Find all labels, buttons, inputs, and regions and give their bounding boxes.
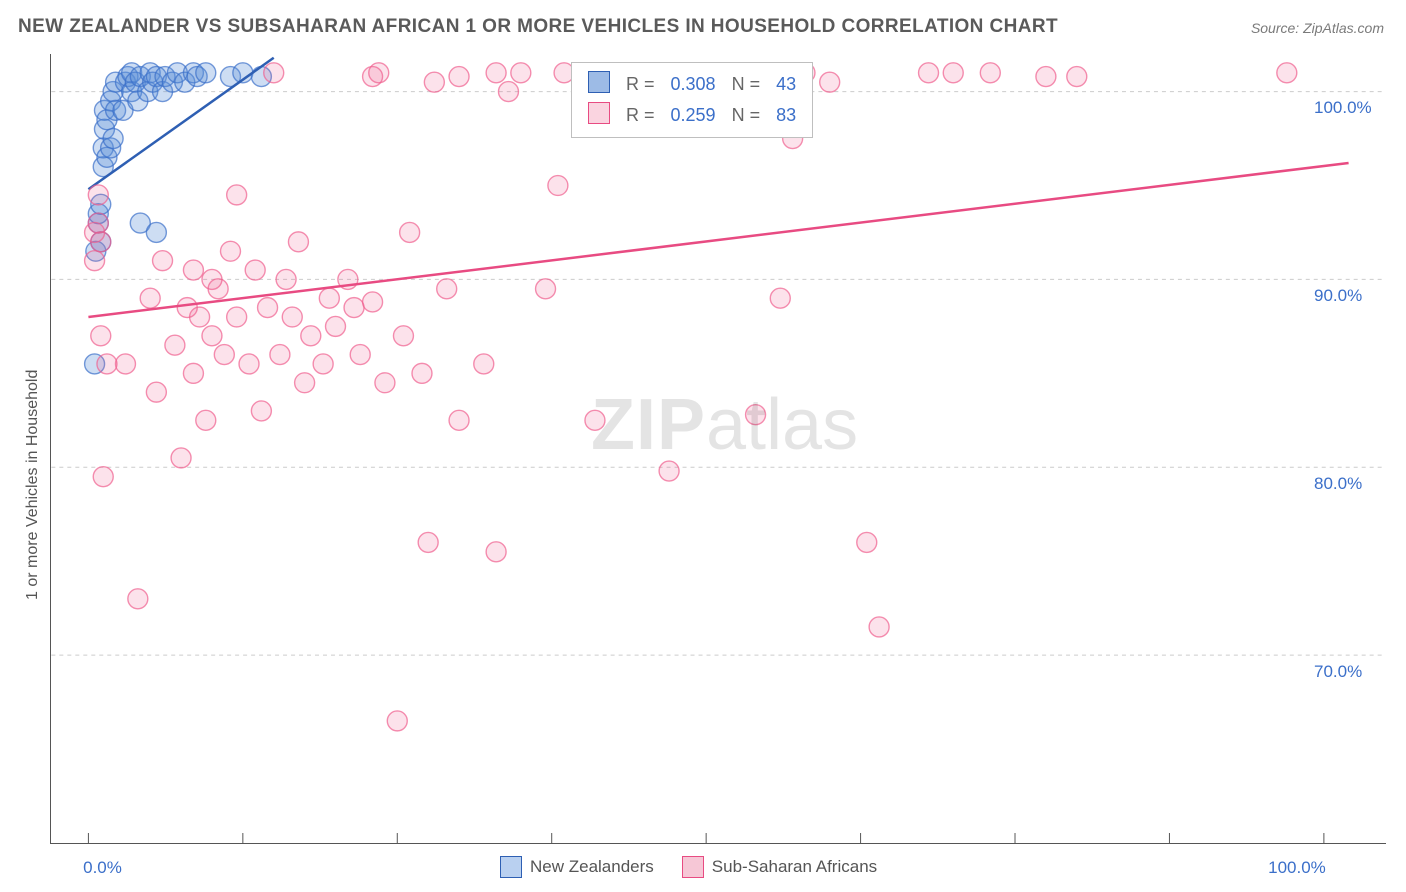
legend-item: New Zealanders xyxy=(500,856,654,878)
legend-n-label: N = xyxy=(724,69,769,100)
chart-container: NEW ZEALANDER VS SUBSAHARAN AFRICAN 1 OR… xyxy=(0,0,1406,892)
y-tick-label: 70.0% xyxy=(1314,662,1362,682)
legend-item: Sub-Saharan Africans xyxy=(682,856,877,878)
legend-swatch xyxy=(682,856,704,878)
legend-r-value: 0.308 xyxy=(663,69,724,100)
scatter-plot-svg xyxy=(51,54,1386,843)
legend-n-value: 83 xyxy=(768,100,804,131)
y-tick-label: 90.0% xyxy=(1314,286,1362,306)
legend-r-label: R = xyxy=(618,100,663,131)
x-tick-label: 0.0% xyxy=(83,858,122,878)
legend-r-value: 0.259 xyxy=(663,100,724,131)
legend-n-value: 43 xyxy=(768,69,804,100)
stats-legend-box: R =0.308N =43 R =0.259N =83 xyxy=(571,62,813,138)
y-tick-label: 100.0% xyxy=(1314,98,1372,118)
legend-swatch xyxy=(500,856,522,878)
chart-title: NEW ZEALANDER VS SUBSAHARAN AFRICAN 1 OR… xyxy=(18,16,1058,38)
source-attribution: Source: ZipAtlas.com xyxy=(1251,20,1384,36)
legend-label: New Zealanders xyxy=(530,857,654,877)
legend-r-label: R = xyxy=(618,69,663,100)
legend-swatch xyxy=(588,71,610,93)
legend-label: Sub-Saharan Africans xyxy=(712,857,877,877)
x-tick-label: 100.0% xyxy=(1268,858,1326,878)
series-legend: New Zealanders Sub-Saharan Africans xyxy=(500,856,877,878)
y-tick-label: 80.0% xyxy=(1314,474,1362,494)
plot-area: ZIPatlas R =0.308N =43R =0.259N =83 xyxy=(50,54,1386,844)
y-axis-label: 1 or more Vehicles in Household xyxy=(24,370,42,600)
legend-swatch xyxy=(588,102,610,124)
legend-n-label: N = xyxy=(724,100,769,131)
